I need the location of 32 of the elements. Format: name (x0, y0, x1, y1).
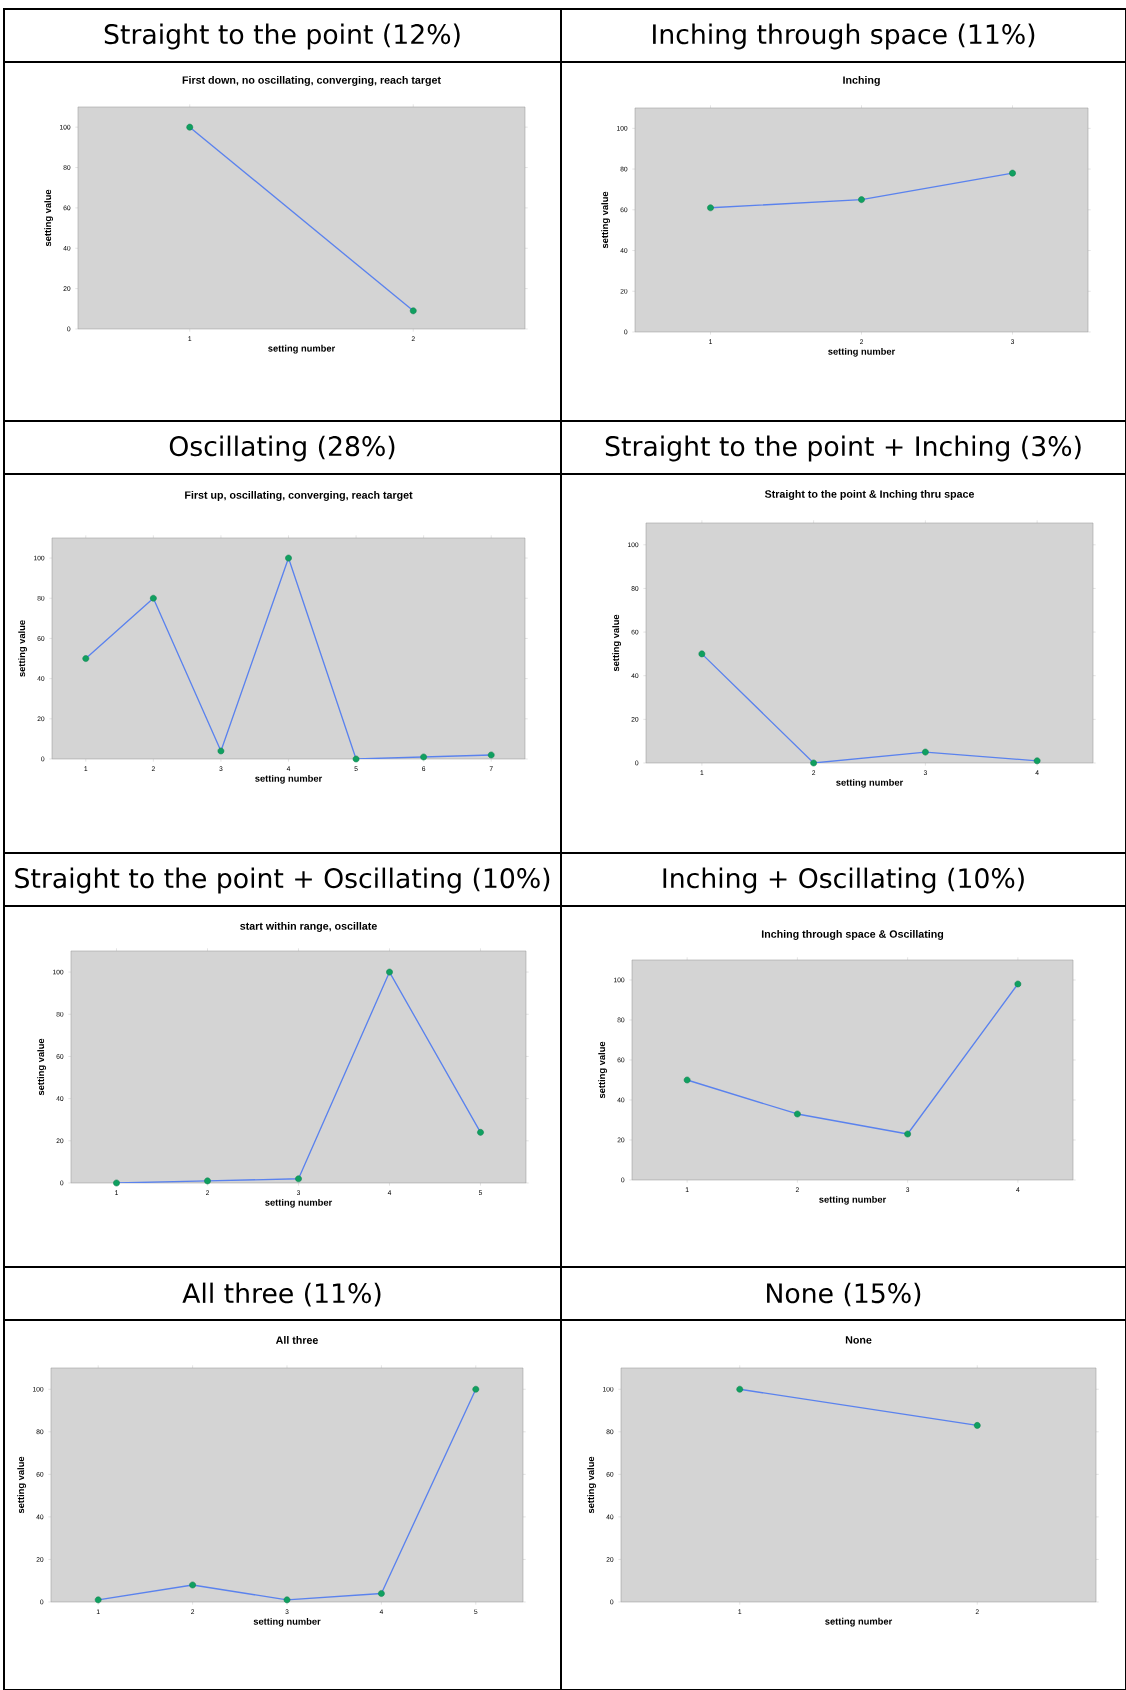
y-axis-title: setting value (598, 1041, 608, 1099)
y-axis-title: setting value (587, 1456, 597, 1514)
chart-title: Oscillating (28%) (169, 435, 395, 462)
chart-subtitle: start within range, oscillate (240, 921, 377, 932)
chart-title: Inching through space (11%) (653, 23, 1035, 50)
chart-subtitle: First down, no oscillating, converging, reach target (182, 75, 441, 86)
chart-title: All three (11%) (182, 1282, 381, 1307)
x-axis-title: setting number (268, 344, 336, 354)
x-axis-title: setting number (828, 347, 896, 357)
x-axis-title: setting number (825, 1617, 893, 1627)
chart-subtitle: All three (275, 1336, 318, 1344)
y-axis-title: setting value (37, 1038, 47, 1096)
x-axis-title: setting number (819, 1195, 887, 1205)
x-axis-title: setting number (265, 1198, 333, 1208)
y-axis-title: setting value (44, 189, 54, 247)
chart-title: Straight to the point + Oscillating (10%) (15, 867, 550, 894)
chart-subtitle: First up, oscillating, converging, reach target (185, 490, 413, 501)
chart-title: None (15%) (767, 1282, 921, 1307)
chart-subtitle: Inching through space & Oscillating (761, 929, 944, 940)
y-axis-title: setting value (601, 191, 611, 249)
chart-title: Straight to the point (12%) (104, 23, 460, 50)
chart-title: Inching + Oscillating (10%) (663, 867, 1024, 894)
chart-subtitle: Straight to the point & Inching thru space (764, 489, 975, 500)
y-axis-title: setting value (612, 614, 622, 672)
chart-title: Straight to the point + Inching (3%) (605, 435, 1081, 462)
chart-subtitle: Inching (843, 75, 880, 86)
chart-subtitle: None (845, 1336, 872, 1344)
y-axis-title: setting value (17, 1456, 27, 1514)
x-axis-title: setting number (255, 774, 323, 784)
y-axis-title: setting value (18, 620, 28, 677)
x-axis-title: setting number (836, 778, 904, 788)
x-axis-title: setting number (253, 1617, 321, 1627)
